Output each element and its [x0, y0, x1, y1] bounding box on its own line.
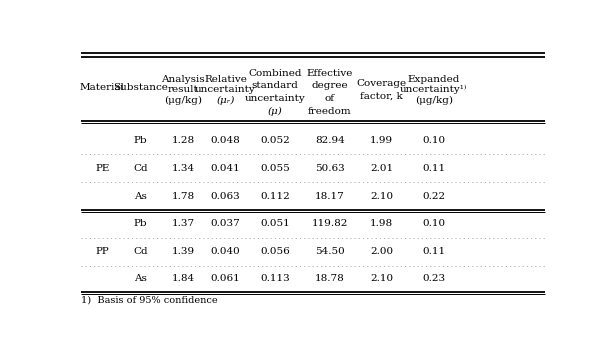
Text: result: result	[167, 85, 199, 94]
Text: 1.39: 1.39	[171, 247, 194, 256]
Text: 2.01: 2.01	[370, 164, 393, 173]
Text: 54.50: 54.50	[315, 247, 345, 256]
Text: 1.28: 1.28	[171, 136, 194, 145]
Text: 0.063: 0.063	[211, 191, 240, 201]
Text: (μᵣ): (μᵣ)	[216, 96, 235, 105]
Text: 0.048: 0.048	[211, 136, 240, 145]
Text: Analysis: Analysis	[161, 75, 205, 84]
Text: 1.99: 1.99	[370, 136, 393, 145]
Text: 0.040: 0.040	[211, 247, 240, 256]
Text: uncertainty¹⁾: uncertainty¹⁾	[400, 85, 467, 95]
Text: 1.78: 1.78	[171, 191, 194, 201]
Text: 0.052: 0.052	[260, 136, 290, 145]
Text: Combined: Combined	[249, 69, 302, 78]
Text: Relative: Relative	[204, 75, 247, 84]
Text: Pb: Pb	[133, 136, 147, 145]
Text: 1.98: 1.98	[370, 219, 393, 228]
Text: degree: degree	[312, 81, 348, 90]
Text: (μg/kg): (μg/kg)	[415, 96, 453, 105]
Text: Cd: Cd	[133, 247, 148, 256]
Text: Coverage: Coverage	[357, 79, 407, 88]
Text: 2.00: 2.00	[370, 247, 393, 256]
Text: Pb: Pb	[133, 219, 147, 228]
Text: Material: Material	[80, 83, 125, 92]
Text: 0.22: 0.22	[422, 191, 445, 201]
Text: factor, k: factor, k	[360, 92, 403, 101]
Text: 50.63: 50.63	[315, 164, 345, 173]
Text: 2.10: 2.10	[370, 274, 393, 283]
Text: uncertainty: uncertainty	[195, 85, 256, 94]
Text: 0.061: 0.061	[211, 274, 240, 283]
Text: 0.113: 0.113	[260, 274, 290, 283]
Text: 18.78: 18.78	[315, 274, 345, 283]
Text: As: As	[134, 274, 147, 283]
Text: Effective: Effective	[307, 69, 353, 78]
Text: 1.37: 1.37	[171, 219, 194, 228]
Text: Expanded: Expanded	[408, 75, 460, 84]
Text: freedom: freedom	[308, 107, 351, 116]
Text: 0.10: 0.10	[422, 219, 445, 228]
Text: 119.82: 119.82	[312, 219, 348, 228]
Text: 0.056: 0.056	[260, 247, 290, 256]
Text: 0.11: 0.11	[422, 247, 445, 256]
Text: PP: PP	[95, 247, 109, 256]
Text: As: As	[134, 191, 147, 201]
Text: 1)  Basis of 95% confidence: 1) Basis of 95% confidence	[81, 296, 218, 305]
Text: 18.17: 18.17	[315, 191, 345, 201]
Text: standard: standard	[252, 81, 299, 90]
Text: 0.051: 0.051	[260, 219, 290, 228]
Text: 0.055: 0.055	[260, 164, 290, 173]
Text: 82.94: 82.94	[315, 136, 345, 145]
Text: (μg/kg): (μg/kg)	[164, 96, 202, 105]
Text: 0.112: 0.112	[260, 191, 290, 201]
Text: uncertainty: uncertainty	[245, 94, 306, 103]
Text: 2.10: 2.10	[370, 191, 393, 201]
Text: 0.23: 0.23	[422, 274, 445, 283]
Text: 0.041: 0.041	[211, 164, 240, 173]
Text: 0.10: 0.10	[422, 136, 445, 145]
Text: 0.037: 0.037	[211, 219, 240, 228]
Text: Substance: Substance	[113, 83, 168, 92]
Text: PE: PE	[95, 164, 109, 173]
Text: (μ): (μ)	[268, 107, 283, 116]
Text: 1.34: 1.34	[171, 164, 194, 173]
Text: 0.11: 0.11	[422, 164, 445, 173]
Text: 1.84: 1.84	[171, 274, 194, 283]
Text: Cd: Cd	[133, 164, 148, 173]
Text: of: of	[324, 94, 335, 103]
